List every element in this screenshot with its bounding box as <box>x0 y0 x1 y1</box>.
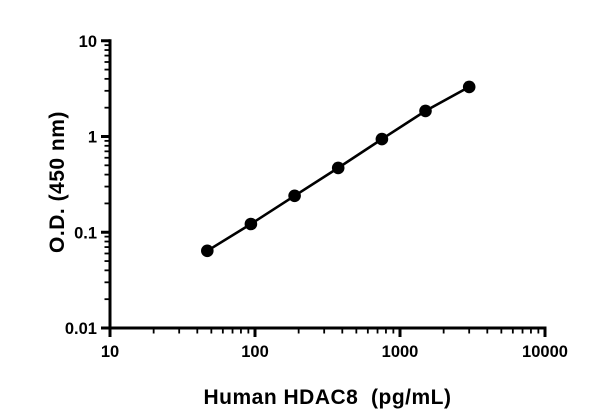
x-axis-title: Human HDAC8 (pg/mL) <box>203 386 452 409</box>
y-tick-label: 0.01 <box>65 320 97 338</box>
data-point <box>331 161 345 175</box>
x-tick-label: 1000 <box>382 343 419 361</box>
data-point <box>288 189 301 203</box>
y-tick-label: 10 <box>79 33 97 51</box>
y-axis-title: O.D. (450 nm) <box>46 111 69 253</box>
data-point <box>419 104 432 118</box>
data-point <box>375 132 389 146</box>
y-tick-label: 0.1 <box>74 224 97 242</box>
x-tick-label: 10000 <box>522 343 568 361</box>
x-tick-label: 100 <box>241 343 269 361</box>
y-tick-label: 1 <box>88 129 97 147</box>
x-tick-label: 10 <box>101 343 119 361</box>
data-point <box>244 217 258 231</box>
data-point <box>462 80 476 94</box>
data-point <box>201 244 214 258</box>
